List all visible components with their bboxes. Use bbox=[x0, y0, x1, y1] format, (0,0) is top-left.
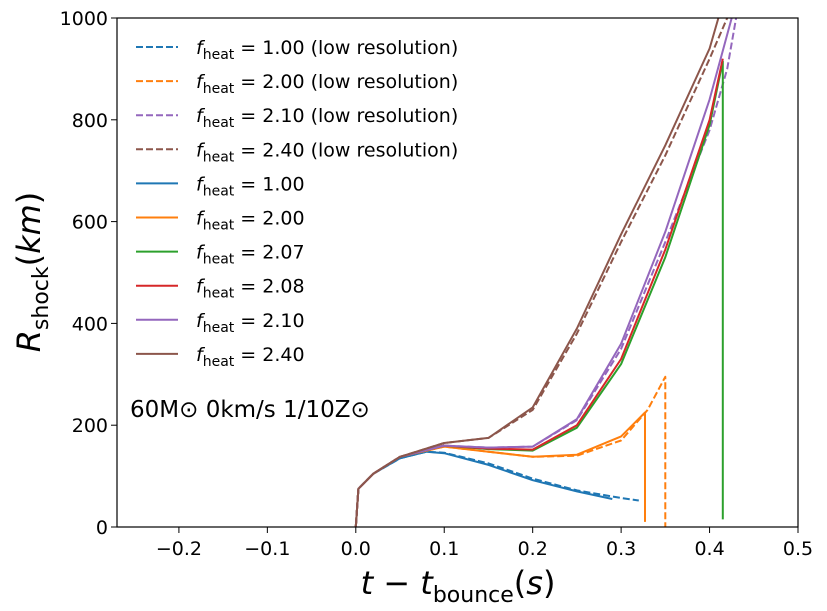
legend-entry: fheat = 2.10 bbox=[196, 310, 305, 336]
legend: fheat = 1.00 (low resolution) fheat = 2.0… bbox=[136, 37, 458, 370]
legend-entry: fheat = 2.00 (low resolution) bbox=[196, 71, 458, 97]
legend-entry: fheat = 2.08 bbox=[196, 276, 305, 302]
x-tick-label: 0.4 bbox=[694, 538, 724, 560]
x-tick-label: 0.2 bbox=[518, 538, 548, 560]
legend-entry: fheat = 2.00 bbox=[196, 208, 305, 234]
series-layer bbox=[354, 18, 738, 527]
x-axis-title: t − tbounce(s) bbox=[361, 564, 556, 608]
y-axis: 0 200 400 600 800 1000 bbox=[60, 8, 117, 539]
x-tick-label: −0.1 bbox=[244, 538, 290, 560]
plot-frame bbox=[116, 17, 799, 528]
annotation-text: 60M⊙ 0km/s 1/10Z⊙ bbox=[130, 397, 370, 423]
legend-entry: fheat = 2.40 bbox=[196, 344, 305, 370]
series-line bbox=[354, 375, 667, 527]
legend-entry: fheat = 2.10 (low resolution) bbox=[196, 105, 458, 131]
series-line bbox=[354, 450, 639, 527]
x-tick-label: 0.5 bbox=[783, 538, 813, 560]
y-tick-label: 200 bbox=[72, 415, 108, 437]
series-line bbox=[354, 18, 738, 527]
legend-entry: fheat = 1.00 bbox=[196, 173, 305, 199]
y-tick-label: 600 bbox=[72, 212, 108, 234]
y-tick-label: 400 bbox=[72, 313, 108, 335]
legend-entry: fheat = 1.00 (low resolution) bbox=[196, 37, 458, 63]
series-line bbox=[354, 18, 720, 527]
x-tick-label: −0.2 bbox=[156, 538, 202, 560]
y-tick-label: 1000 bbox=[60, 8, 108, 30]
y-tick-label: 800 bbox=[72, 110, 108, 132]
y-axis-title: Rshock(km) bbox=[10, 192, 54, 353]
series-line bbox=[354, 18, 733, 527]
legend-entry: fheat = 2.40 (low resolution) bbox=[196, 139, 458, 165]
series-line bbox=[354, 18, 729, 527]
x-axis: −0.2 −0.1 0.0 0.1 0.2 0.3 0.4 0.5 bbox=[156, 527, 813, 560]
x-tick-label: 0.1 bbox=[429, 538, 459, 560]
legend-entry: fheat = 2.07 bbox=[196, 242, 305, 268]
x-tick-label: 0.0 bbox=[341, 538, 371, 560]
x-tick-label: 0.3 bbox=[606, 538, 636, 560]
y-tick-label: 0 bbox=[96, 517, 108, 539]
